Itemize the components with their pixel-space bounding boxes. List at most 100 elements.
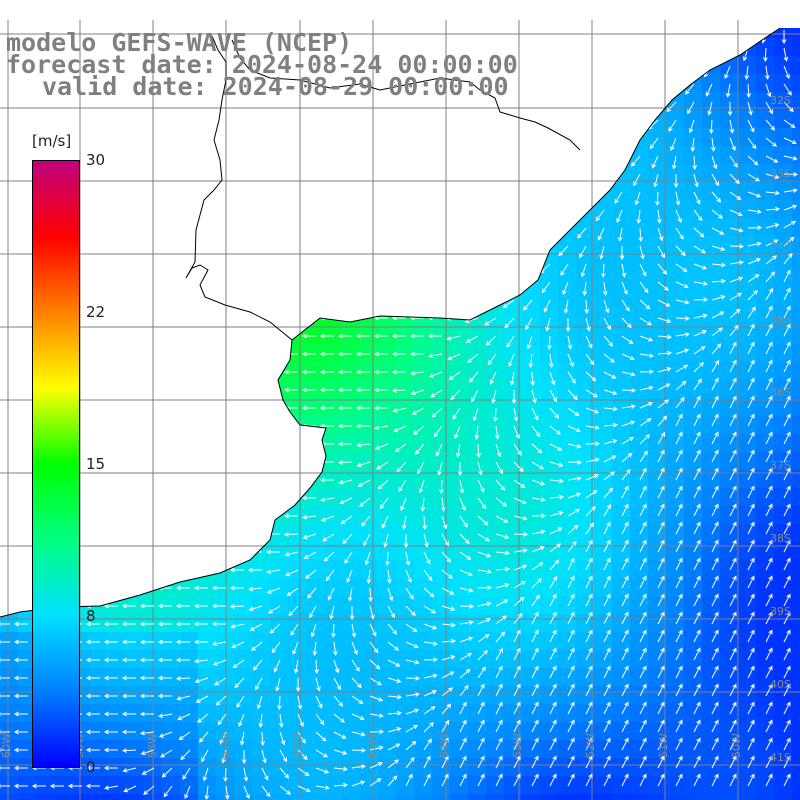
speed-cell	[414, 218, 433, 237]
wind-arrow	[531, 755, 539, 769]
wind-arrow	[85, 171, 100, 177]
speed-cell	[270, 596, 289, 615]
speed-cell	[234, 524, 253, 543]
speed-cell	[180, 272, 199, 291]
speed-cell	[702, 560, 721, 579]
speed-cell	[126, 236, 145, 255]
speed-cell	[720, 110, 739, 129]
wind-arrow	[121, 171, 136, 177]
speed-cell	[90, 254, 109, 273]
speed-cell	[450, 668, 469, 687]
wind-arrow	[265, 297, 280, 303]
wind-arrow	[423, 623, 438, 630]
wind-arrow	[369, 659, 381, 670]
speed-cell	[162, 128, 181, 147]
speed-cell	[684, 272, 703, 291]
speed-cell	[612, 254, 631, 273]
speed-cell	[0, 578, 19, 597]
wind-arrow	[369, 677, 382, 686]
wind-arrow	[657, 317, 672, 324]
speed-cell	[126, 416, 145, 435]
wind-arrow	[332, 641, 338, 656]
speed-cell	[396, 110, 415, 129]
speed-cell	[216, 362, 235, 381]
wind-arrow	[626, 82, 641, 88]
wind-arrow	[355, 117, 370, 123]
speed-cell	[756, 326, 775, 345]
wind-arrow	[571, 45, 586, 51]
wind-arrow	[513, 515, 528, 521]
speed-cell	[576, 596, 595, 615]
speed-cell	[522, 632, 541, 651]
wind-arrow	[387, 605, 395, 619]
wind-arrow	[338, 479, 353, 485]
speed-cell	[180, 776, 199, 795]
speed-cell	[0, 236, 19, 255]
speed-cell	[558, 398, 577, 417]
speed-cell	[288, 506, 307, 525]
wind-arrow	[577, 227, 587, 239]
wind-arrow	[747, 173, 760, 182]
speed-cell	[792, 272, 800, 291]
speed-cell	[792, 398, 800, 417]
speed-cell	[756, 416, 775, 435]
wind-arrow	[621, 773, 629, 787]
model-title: modelo GEFS-WAVE (NCEP)	[6, 28, 353, 57]
speed-cell	[234, 164, 253, 183]
speed-cell	[432, 290, 451, 309]
speed-cell	[792, 632, 800, 651]
speed-cell	[576, 488, 595, 507]
speed-cell	[558, 362, 577, 381]
wind-arrow	[499, 171, 514, 177]
wind-arrow	[85, 369, 100, 375]
speed-cell	[612, 506, 631, 525]
wind-arrow	[319, 297, 334, 303]
speed-cell	[594, 506, 613, 525]
wind-arrow	[535, 135, 550, 141]
speed-cell	[558, 758, 577, 777]
wind-arrow	[387, 623, 398, 635]
wind-arrow	[427, 28, 442, 33]
wind-arrow	[693, 395, 701, 409]
wind-arrow	[657, 593, 665, 607]
wind-arrow	[531, 737, 539, 751]
wind-arrow	[603, 439, 618, 445]
wind-arrow	[121, 621, 136, 627]
speed-cell	[432, 218, 451, 237]
wind-arrow	[783, 395, 791, 409]
wind-arrow	[621, 503, 629, 517]
speed-cell	[342, 236, 361, 255]
wind-arrow	[513, 683, 521, 697]
speed-cell	[756, 272, 775, 291]
wind-arrow	[229, 369, 244, 375]
speed-cell	[702, 146, 721, 165]
speed-cell	[396, 272, 415, 291]
speed-cell	[432, 398, 451, 417]
wind-arrow	[184, 785, 191, 800]
wind-arrow	[355, 28, 370, 33]
speed-cell	[90, 182, 109, 201]
wind-arrow	[405, 587, 414, 600]
speed-cell	[666, 758, 685, 777]
wind-arrow	[585, 335, 593, 349]
wind-arrow	[13, 675, 28, 681]
colorbar-tick-22: 22	[86, 303, 106, 321]
speed-cell	[792, 110, 800, 129]
speed-cell	[378, 200, 397, 219]
speed-cell	[342, 272, 361, 291]
wind-arrow	[139, 423, 154, 429]
speed-cell	[738, 272, 757, 291]
speed-cell	[378, 182, 397, 201]
wind-arrow	[783, 155, 798, 161]
wind-arrow	[193, 513, 208, 519]
wind-arrow	[141, 767, 155, 775]
wind-arrow	[553, 172, 569, 177]
speed-cell	[360, 200, 379, 219]
speed-cell	[216, 614, 235, 633]
speed-cell	[162, 272, 181, 291]
wind-arrow	[517, 81, 532, 87]
wind-arrow	[121, 657, 136, 663]
wind-arrow	[121, 531, 136, 537]
wind-arrow	[621, 647, 629, 661]
wind-arrow	[549, 478, 564, 484]
